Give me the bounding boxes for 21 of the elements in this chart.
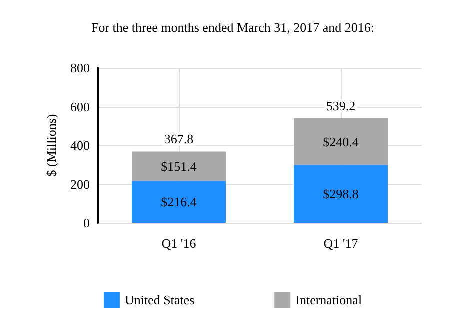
y-tick-label: 0 — [84, 216, 90, 230]
data-label: $216.4 — [161, 194, 198, 210]
total-label: 539.2 — [326, 98, 356, 114]
bar — [132, 152, 226, 182]
legend-label: United States — [124, 292, 195, 308]
y-tick-label: 800 — [70, 60, 90, 76]
y-axis-title: $ (Millions) — [44, 114, 59, 177]
data-label: $151.4 — [161, 158, 198, 174]
x-tick-label: Q1 '17 — [324, 236, 359, 251]
chart-title: For the three months ended March 31, 2017 and 2016: — [91, 20, 375, 35]
total-label: 367.8 — [164, 132, 194, 147]
y-tick-label: 200 — [70, 176, 90, 192]
legend-label: International — [296, 292, 362, 308]
y-tick-label: 400 — [70, 138, 90, 153]
y-tick-label: 600 — [70, 99, 90, 114]
data-label: $298.8 — [323, 186, 359, 202]
bar — [294, 165, 388, 223]
x-tick-label: Q1 '16 — [162, 236, 197, 251]
data-label: $240.4 — [323, 134, 360, 150]
bar — [132, 181, 226, 223]
bar — [294, 118, 388, 166]
